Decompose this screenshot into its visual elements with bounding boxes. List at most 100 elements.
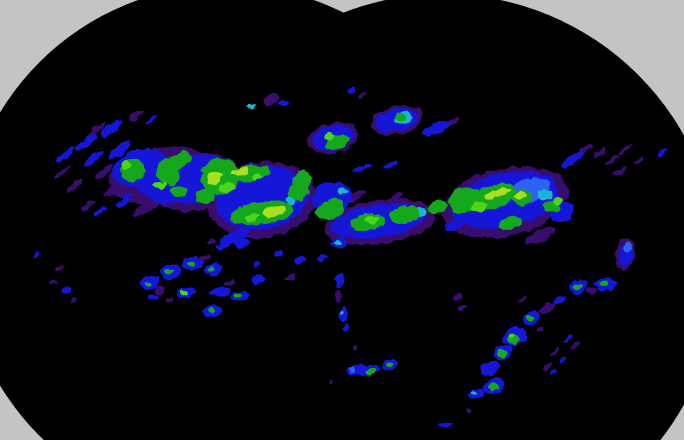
echo-cell-level-1 [334, 290, 342, 302]
echo-cell-level-2 [563, 333, 573, 343]
echo-cell-level-1 [570, 342, 580, 350]
echo-cell-level-6 [553, 197, 563, 205]
echo-cell-level-6 [324, 133, 334, 141]
echo-cell-level-2 [422, 119, 452, 137]
echo-cell-level-2 [439, 422, 453, 428]
echo-cell-level-2 [254, 261, 262, 267]
echo-cell-level-1 [457, 305, 465, 311]
echo-cell-level-1 [593, 147, 607, 159]
echo-cell-level-1 [166, 297, 174, 303]
echo-cell-level-1 [154, 286, 166, 294]
echo-cell-level-1 [357, 91, 369, 99]
echo-cell-level-4 [538, 190, 552, 200]
echo-cell-level-5 [195, 188, 215, 204]
echo-cell-level-1 [225, 280, 235, 286]
echo-cell-level-2 [382, 161, 398, 169]
echo-cell-level-2 [144, 115, 156, 125]
echo-cell-level-4 [471, 391, 477, 395]
echo-cell-level-2 [352, 164, 372, 172]
echo-cell-level-1 [354, 344, 358, 350]
echo-cell-level-1 [130, 109, 144, 121]
echo-cell-level-1 [386, 192, 404, 204]
echo-cell-level-7 [261, 206, 285, 218]
echo-cell-level-5 [289, 170, 311, 202]
echo-cell-level-2 [553, 295, 567, 305]
echo-cell-level-5 [208, 266, 216, 272]
echo-cell-level-2 [251, 275, 265, 285]
echo-cell-level-1 [536, 327, 544, 333]
echo-cell-level-1 [263, 93, 281, 105]
echo-cell-level-6 [470, 201, 486, 213]
echo-cell-level-7 [514, 192, 526, 200]
echo-cell-level-2 [656, 147, 668, 157]
echo-cell-level-1 [328, 379, 332, 383]
echo-cell-level-4 [340, 310, 344, 314]
echo-cell-level-1 [70, 297, 78, 303]
echo-cell-level-5 [498, 216, 522, 230]
echo-cell-level-6 [219, 181, 235, 193]
echo-cell-level-2 [278, 100, 288, 106]
echo-cell-level-2 [109, 141, 131, 159]
echo-cell-level-5 [386, 362, 394, 368]
echo-cell-level-1 [465, 408, 471, 412]
echo-cell-level-2 [480, 360, 500, 376]
echo-cell-level-3 [624, 243, 632, 253]
echo-cell-level-1 [518, 297, 526, 303]
echo-cell-level-7 [483, 188, 511, 200]
echo-cell-level-5 [488, 383, 500, 391]
echo-cell-level-2 [215, 243, 229, 251]
echo-cell-level-2 [56, 147, 76, 163]
echo-cell-level-2 [549, 369, 557, 375]
echo-cell-level-5 [207, 308, 215, 314]
echo-cell-level-6 [121, 161, 131, 169]
echo-cell-level-6 [245, 212, 259, 222]
echo-cell-level-2 [76, 134, 96, 152]
echo-cell-level-1 [587, 288, 597, 294]
echo-cell-level-1 [632, 157, 644, 165]
echo-cell-level-1 [55, 264, 65, 272]
echo-cell-level-2 [61, 286, 71, 294]
echo-cell-level-4 [335, 239, 341, 245]
echo-cell-level-1 [550, 348, 560, 356]
echo-cell-level-1 [88, 123, 106, 137]
echo-cell-level-1 [540, 302, 556, 314]
echo-cell-level-5 [526, 315, 534, 321]
echo-cell-level-1 [614, 166, 626, 176]
echo-cell-level-7 [206, 171, 222, 185]
echo-cell-level-6 [365, 215, 379, 225]
echo-cell-level-5 [316, 200, 344, 220]
echo-cell-level-1 [50, 279, 58, 285]
echo-cell-level-5 [156, 158, 180, 186]
echo-cell-level-5 [497, 349, 507, 357]
echo-cell-level-1 [53, 165, 71, 179]
echo-cell-level-2 [147, 293, 157, 301]
echo-cell-level-2 [210, 286, 230, 298]
echo-cell-level-1 [95, 165, 113, 179]
echo-cell-level-5 [394, 113, 406, 121]
echo-cell-level-2 [220, 228, 250, 246]
echo-cell-level-2 [344, 324, 350, 332]
echo-cell-level-6 [154, 182, 166, 190]
echo-cell-level-5 [365, 367, 377, 375]
echo-cell-level-2 [348, 87, 356, 93]
echo-cell-level-2 [94, 207, 106, 217]
echo-cell-level-5 [170, 185, 186, 197]
echo-cell-level-5 [574, 283, 582, 289]
echo-cell-level-1 [65, 178, 83, 194]
echo-cell-level-5 [599, 281, 609, 287]
echo-cell-level-6 [179, 289, 189, 297]
echo-cell-level-1 [284, 273, 296, 281]
echo-cell-level-5 [427, 199, 447, 215]
precipitation-echoes [33, 87, 668, 428]
echo-cell-level-3 [348, 367, 356, 373]
echo-cell-level-6 [509, 335, 515, 339]
echo-cell-level-5 [234, 292, 242, 298]
echo-cell-level-2 [445, 219, 465, 231]
echo-cell-level-4 [339, 189, 347, 195]
echo-cell-level-2 [317, 254, 327, 262]
echo-cell-level-1 [80, 199, 96, 211]
echo-cell-level-1 [618, 145, 632, 155]
echo-cell-level-1 [199, 254, 211, 262]
echo-cell-level-1 [208, 241, 216, 245]
